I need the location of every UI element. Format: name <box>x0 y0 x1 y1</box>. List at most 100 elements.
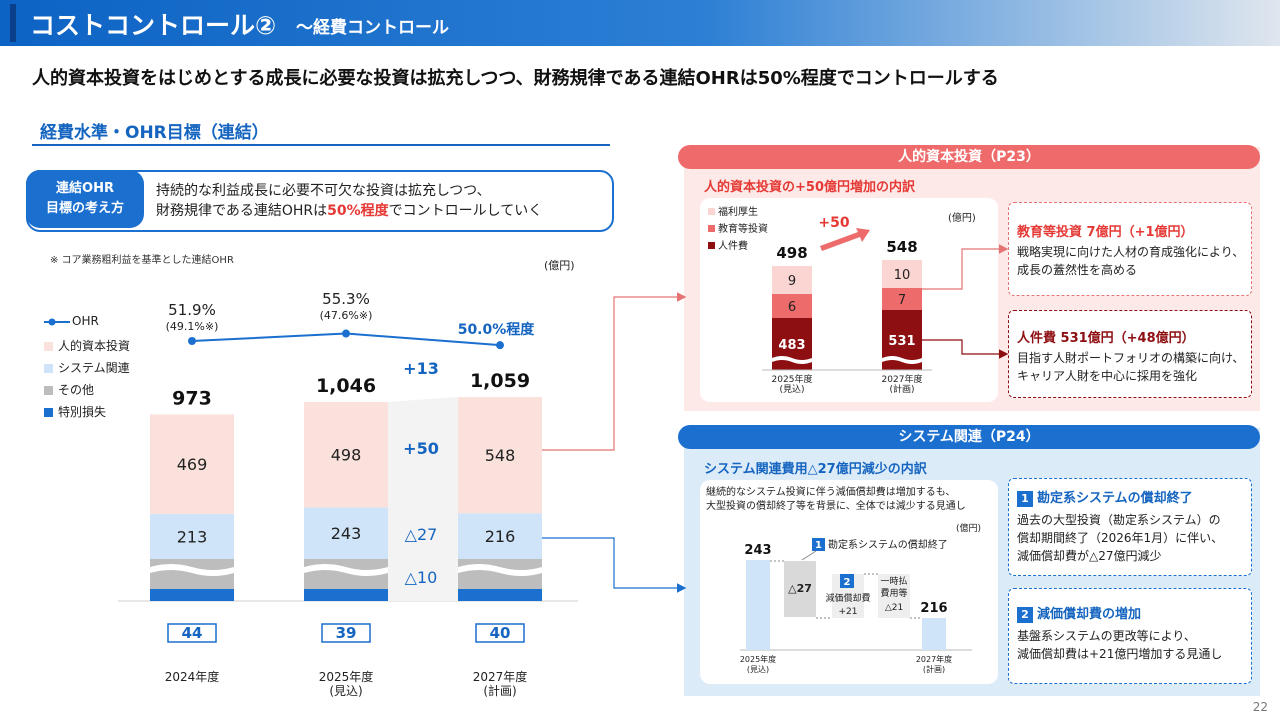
label-human-0: 469 <box>177 455 208 474</box>
system-step-3 <box>878 574 910 618</box>
human-bar-1-label-1: 7 <box>898 293 906 308</box>
ohr-label-2: 50.0%程度 <box>458 321 536 338</box>
human-bar-0-label-1: 6 <box>788 300 796 315</box>
ohr-concept-box: 連結OHR 目標の考え方 持続的な利益成長に必要不可欠な投資は拡充しつつ、 財務… <box>26 170 614 232</box>
personnel-card-title: 人件費 531億円（+48億円） <box>1017 331 1195 346</box>
system-step-2-badge-num: 2 <box>844 577 851 588</box>
system-bar-start <box>746 560 770 650</box>
bar-system-1 <box>304 507 388 559</box>
human-bar-1-seg-1 <box>882 288 922 310</box>
system-card-2: 2 減価償却費の増加 基盤系システムの更改等により、 減価償却費は+21億円増加する… <box>1008 588 1252 684</box>
system-card-1: 1 勘定系システムの償却終了 過去の大型投資（勘定系システム）の 償却期間終了（20… <box>1008 478 1252 576</box>
special-value-1: 39 <box>336 624 357 642</box>
badge-2: 2 <box>1017 606 1033 623</box>
system-category-0-1: (見込) <box>747 665 769 674</box>
system-category-1-0: 2027年度 <box>916 654 952 664</box>
education-card-body: 戦略実現に向けた人材の育成強化により、 成長の蓋然性を高める <box>1017 245 1245 277</box>
human-chart-card <box>700 198 998 402</box>
page-number: 22 <box>1252 700 1268 714</box>
bar-special-1 <box>304 589 388 601</box>
system-category-0-0: 2025年度 <box>740 654 776 664</box>
page-title: コストコントロール② <box>30 11 277 40</box>
system-description: 継続的なシステム投資に伴う減価償却費は増加するも、 大型投資の償却終了等を背景に、… <box>706 487 966 512</box>
human-total-1: 548 <box>886 238 917 256</box>
category-label-0-0: 2024年度 <box>165 669 220 684</box>
system-header: システム関連（P24） <box>678 425 1260 449</box>
human-bar-0-label-2: 9 <box>788 274 796 289</box>
human-total-0: 498 <box>776 244 807 262</box>
legend-human: 人的資本投資 <box>44 337 130 354</box>
section-underline <box>32 144 610 146</box>
human-legend-label-2: 人件費 <box>718 239 748 252</box>
human-bar-1-label-2: 10 <box>894 268 911 283</box>
bar-other-break-2 <box>458 564 542 576</box>
bar-human-2 <box>458 397 542 514</box>
system-card-2-body: 基盤系システムの更改等により、 減価償却費は+21億円増加する見通し <box>1017 629 1223 661</box>
bar-human-1 <box>304 401 388 508</box>
human-category-0-0: 2025年度 <box>772 373 813 385</box>
bridge-label-0: +13 <box>403 359 439 378</box>
system-subtitle: システム関連費用△27億円減少の内訳 <box>704 462 927 477</box>
legend-system: システム関連 <box>44 359 130 376</box>
swatch-other <box>44 386 53 395</box>
human-category-1-1: (計画) <box>889 383 914 395</box>
human-bar-0-label-0: 483 <box>778 338 805 353</box>
human-delta: +50 <box>818 215 849 231</box>
main-unit: (億円) <box>544 259 575 272</box>
human-legend-swatch-1 <box>708 225 715 232</box>
bridge-label-2: △27 <box>405 525 438 544</box>
system-card-2-title: 2 減価償却費の増加 <box>1017 603 1141 623</box>
system-note-pointer <box>801 550 817 561</box>
system-step-2-label-1: 減価償却費 <box>825 592 870 604</box>
ohr-concept-pill: 連結OHR 目標の考え方 <box>26 170 144 228</box>
ohr-line-icon <box>44 318 70 325</box>
personnel-card: 人件費 531億円（+48億円） 目指す人財ポートフォリオの構築に向け、 キャリア… <box>1008 310 1252 398</box>
human-category-0-1: (見込) <box>779 384 804 395</box>
human-capital-header: 人的資本投資（P23） <box>678 145 1260 169</box>
pill-line-1: 連結OHR <box>56 181 114 196</box>
bar-other-break-1 <box>304 564 388 576</box>
legend-ohr: OHR <box>44 314 99 328</box>
system-step-1-note: 勘定系システムの償却終了 <box>828 538 948 551</box>
label-total-0: 973 <box>172 387 212 409</box>
system-step-3-label-3: △21 <box>885 603 903 613</box>
title-banner <box>0 0 1280 46</box>
pill-line-2: 目標の考え方 <box>45 201 124 216</box>
section-title: 経費水準・OHR目標（連結） <box>40 123 269 143</box>
human-bar-0-seg-1 <box>772 294 812 318</box>
ohr-point-0 <box>188 337 196 345</box>
ohr-footnote: ※ コア業務粗利益を基準とした連結OHR <box>50 255 234 266</box>
label-human-2: 548 <box>485 446 516 465</box>
ohr-point-2 <box>496 341 504 350</box>
ohr-label-1: 55.3% <box>322 290 370 308</box>
human-capital-subtitle: 人的資本投資の+50億円増加の内訳 <box>704 180 915 195</box>
system-step-2-label-2: +21 <box>839 607 858 617</box>
education-card: 教育等投資 7億円（+1億円） 戦略実現に向けた人材の育成強化により、 成長の蓋然… <box>1008 202 1252 296</box>
system-note-badge-num: 1 <box>815 540 822 551</box>
bar-other-break-0 <box>150 564 234 576</box>
system-note-badge <box>812 538 825 551</box>
human-legend-swatch-2 <box>708 242 715 249</box>
bridge-area <box>388 397 458 601</box>
legend-special: 特別損失 <box>44 403 106 420</box>
system-step-3-label-1: 一時払 <box>880 575 907 587</box>
category-label-1-1: (見込) <box>329 684 362 698</box>
special-box-2 <box>475 623 525 643</box>
bar-system-2 <box>458 513 542 559</box>
system-step-1-label: △27 <box>788 582 812 595</box>
ohr-point-1 <box>342 329 350 338</box>
badge-1: 1 <box>1017 490 1033 507</box>
ohr-sublabel-1: (47.6%※) <box>320 309 373 322</box>
education-card-title: 教育等投資 7億円（+1億円） <box>1017 225 1194 240</box>
system-card-1-body: 過去の大型投資（勘定系システム）の 償却期間終了（2026年1月）に伴い、 減価償却… <box>1017 513 1224 563</box>
system-card-1-title: 1 勘定系システムの償却終了 <box>1017 487 1193 507</box>
category-label-1-0: 2025年度 <box>319 669 374 684</box>
human-category-1-0: 2027年度 <box>882 373 923 385</box>
ohr-concept-text: 持続的な利益成長に必要不可欠な投資は拡充しつつ、 財務規律である連結OHRは50… <box>156 181 542 221</box>
ohr-sublabel-0: (49.1%※) <box>166 320 219 333</box>
system-step-3-label-2: 費用等 <box>880 587 907 599</box>
legend-other: その他 <box>44 381 94 398</box>
